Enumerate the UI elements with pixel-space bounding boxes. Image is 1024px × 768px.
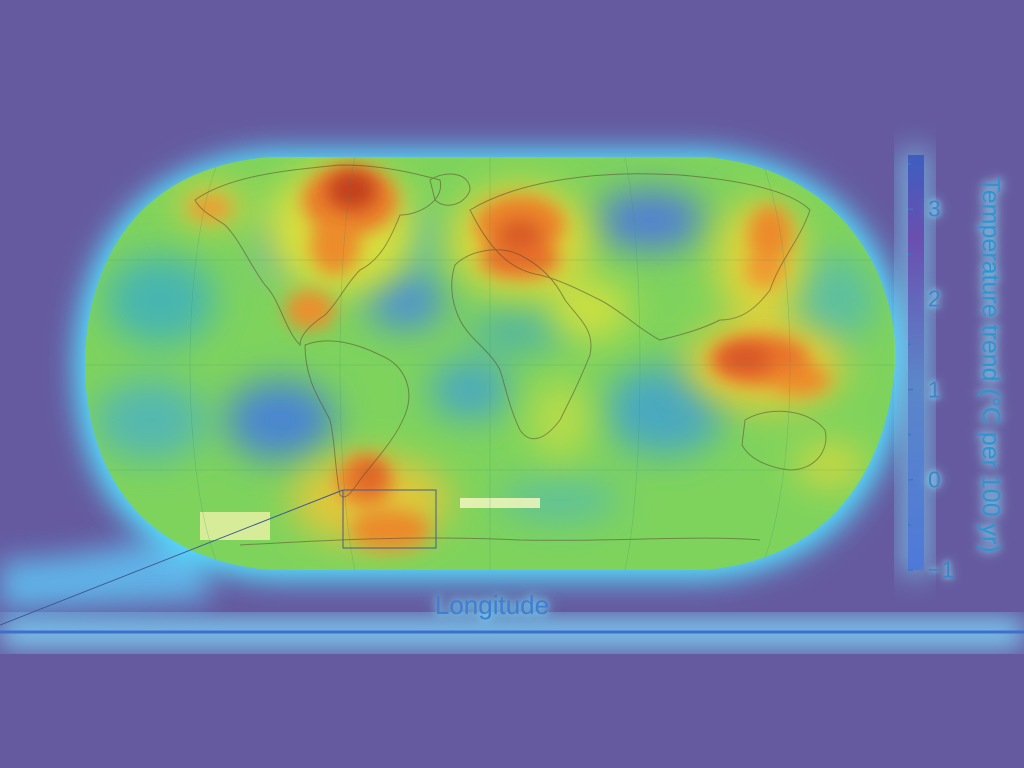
colorbar-tick-label: 3 bbox=[928, 195, 941, 222]
eurasia-outline bbox=[469, 173, 811, 341]
south-america-outline bbox=[304, 340, 410, 498]
colorbar-title: Temperature trend (°C per 100 yr) bbox=[976, 177, 1005, 553]
colorbar bbox=[908, 155, 924, 570]
inset-region-box[interactable] bbox=[342, 489, 437, 549]
colorbar-tick-label: 1 bbox=[928, 376, 941, 403]
inset-zoom-line bbox=[0, 489, 344, 626]
x-axis-label: Longitude bbox=[434, 590, 550, 620]
north-america-outline bbox=[194, 164, 442, 347]
antarctica-outline bbox=[239, 537, 761, 546]
colorbar-tick-label: 2 bbox=[928, 285, 941, 312]
australia-outline bbox=[741, 410, 827, 471]
heatmap bbox=[85, 157, 896, 570]
colorbar-tick-label: −1 bbox=[928, 556, 955, 583]
europe-africa-outline bbox=[451, 249, 592, 440]
lower-left-glow bbox=[0, 530, 210, 610]
colorbar-tick-marks bbox=[908, 163, 913, 571]
colorbar-tick-label: 0 bbox=[928, 466, 941, 493]
greenland-outline bbox=[429, 173, 471, 206]
